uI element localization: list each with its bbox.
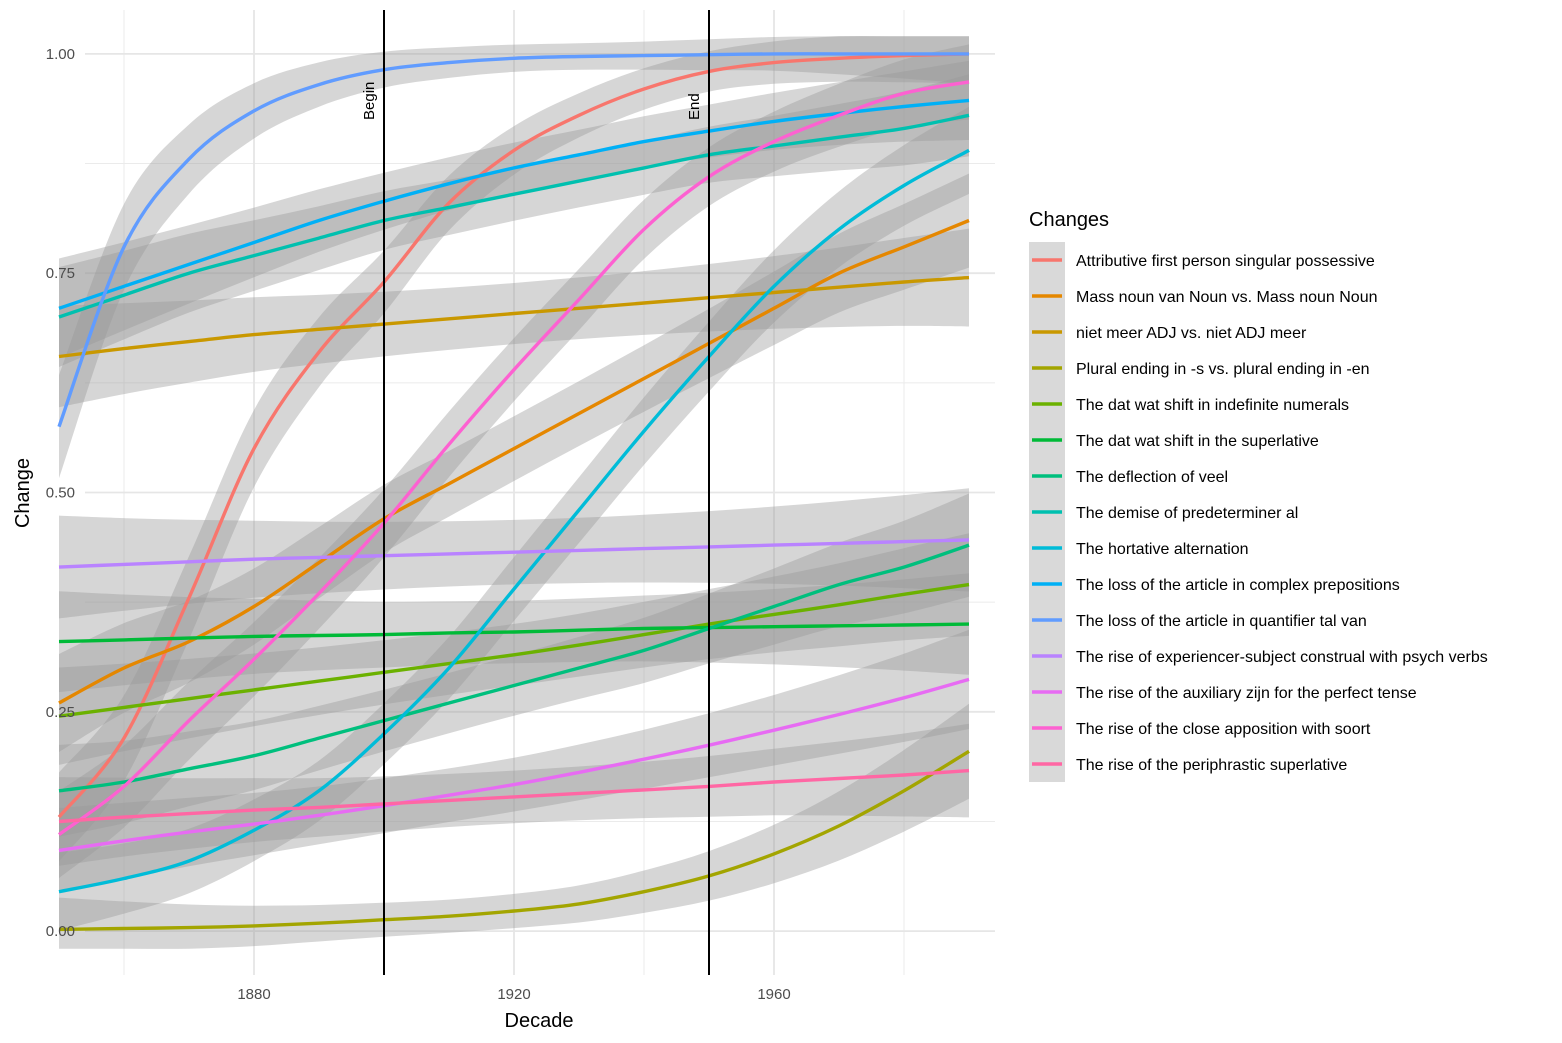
series-line [57, 80, 970, 836]
reference-line-label: Begin [361, 82, 378, 120]
confidence-band [59, 723, 969, 866]
series-line [58, 768, 970, 824]
legend-label: The deflection of veel [1076, 469, 1228, 486]
series-line [58, 543, 970, 793]
x-tick-label: 1960 [757, 986, 790, 1003]
confidence-bands [59, 35, 969, 949]
legend-label: Plural ending in -s vs. plural ending in… [1076, 361, 1370, 378]
confidence-band [59, 703, 969, 949]
series-lines [57, 52, 970, 932]
legend: Attributive first person singular posses… [1029, 242, 1488, 782]
y-tick-label: 0.75 [46, 265, 75, 282]
reference-line-label: End [686, 93, 703, 120]
legend-label: niet meer ADJ vs. niet ADJ meer [1076, 325, 1307, 342]
y-tick-label: 0.25 [46, 704, 75, 721]
series-line [58, 113, 970, 319]
series-line [58, 677, 970, 853]
legend-label: The hortative alternation [1076, 541, 1249, 558]
series-line [57, 52, 969, 428]
series-line [58, 749, 970, 932]
legend-label: Attributive first person singular posses… [1076, 253, 1375, 270]
legend-label: The demise of predeterminer al [1076, 505, 1298, 522]
confidence-band [59, 533, 969, 765]
legend-label: The loss of the article in complex prepo… [1076, 577, 1400, 594]
legend-label: The rise of the close apposition with so… [1076, 721, 1371, 738]
confidence-band [59, 629, 969, 893]
series-line [58, 538, 970, 569]
y-axis-ticks: 0.00 0.25 0.50 0.75 1.00 [46, 46, 75, 940]
y-tick-label: 0.00 [46, 923, 75, 940]
y-tick-label: 1.00 [46, 46, 75, 63]
confidence-band [59, 74, 969, 368]
confidence-band [59, 60, 969, 358]
y-axis-title: Change [12, 458, 34, 528]
confidence-band [59, 106, 969, 931]
legend-title: Changes [1029, 209, 1109, 231]
legend-label: Mass noun van Noun vs. Mass noun Noun [1076, 289, 1378, 306]
confidence-band [59, 44, 969, 879]
y-tick-label: 0.50 [46, 485, 75, 502]
series-line [57, 52, 970, 819]
series-line [58, 218, 970, 705]
series-line [58, 275, 970, 359]
x-axis-ticks: 1880 1920 1960 [237, 986, 790, 1003]
legend-label: The dat wat shift in the superlative [1076, 433, 1319, 450]
series-line [58, 582, 970, 718]
confidence-band [59, 228, 969, 408]
confidence-band [59, 35, 969, 862]
confidence-band [59, 493, 969, 837]
series-line [58, 622, 970, 644]
legend-label: The dat wat shift in indefinite numerals [1076, 397, 1349, 414]
x-tick-label: 1920 [497, 986, 530, 1003]
legend-label: The rise of experiencer-subject construa… [1076, 649, 1488, 666]
legend-label: The loss of the article in quantifier ta… [1076, 613, 1367, 630]
legend-label: The rise of the periphrastic superlative [1076, 757, 1347, 774]
series-line [58, 148, 970, 894]
x-axis-title: Decade [505, 1010, 574, 1032]
series-line [58, 98, 970, 310]
legend-label: The rise of the auxiliary zijn for the p… [1076, 685, 1417, 702]
reference-lines: Begin End [361, 10, 710, 975]
x-tick-label: 1880 [237, 986, 270, 1003]
